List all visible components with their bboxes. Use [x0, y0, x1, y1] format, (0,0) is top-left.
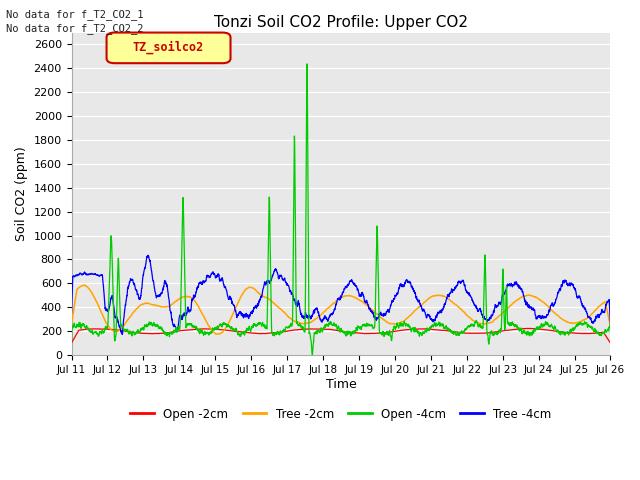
- Text: No data for f_T2_CO2_1: No data for f_T2_CO2_1: [6, 9, 144, 20]
- FancyBboxPatch shape: [106, 33, 230, 63]
- X-axis label: Time: Time: [326, 377, 356, 391]
- Text: No data for f_T2_CO2_2: No data for f_T2_CO2_2: [6, 23, 144, 34]
- Legend: Open -2cm, Tree -2cm, Open -4cm, Tree -4cm: Open -2cm, Tree -2cm, Open -4cm, Tree -4…: [125, 403, 556, 425]
- Title: Tonzi Soil CO2 Profile: Upper CO2: Tonzi Soil CO2 Profile: Upper CO2: [214, 15, 468, 30]
- Y-axis label: Soil CO2 (ppm): Soil CO2 (ppm): [15, 146, 28, 241]
- Text: TZ_soilco2: TZ_soilco2: [133, 41, 204, 54]
